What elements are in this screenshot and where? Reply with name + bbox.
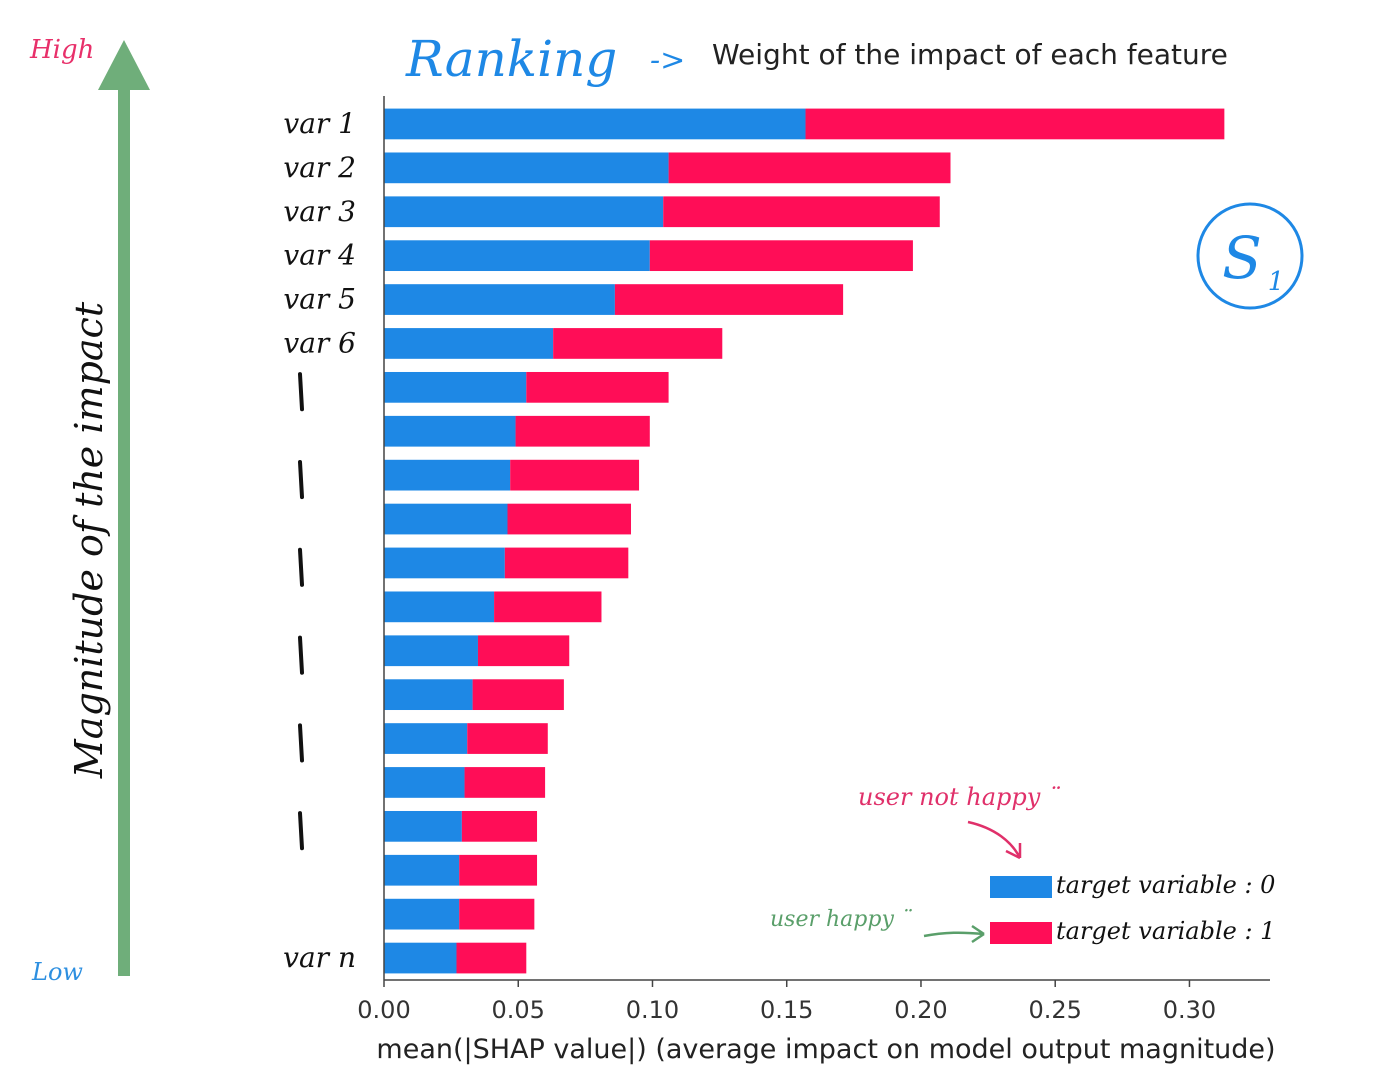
bar-target-1-row-11 — [504, 547, 629, 579]
bar-target-0-row-5 — [384, 284, 615, 315]
bar-target-1-row-15 — [467, 723, 548, 754]
bar-target-1-row-5 — [614, 284, 844, 315]
bar-target-1-row-8 — [515, 415, 650, 447]
magnitude-axis-label: Magnitude of the impact — [67, 301, 111, 779]
x-tick-label-3: 0.10 — [626, 996, 679, 1024]
bar-target-0-row-1 — [384, 108, 806, 140]
x-tick-label-6: 0.25 — [1028, 996, 1081, 1024]
bar-target-0-row-8 — [384, 415, 516, 447]
y-label-row-20: var n — [283, 941, 356, 974]
bar-target-1-row-7 — [526, 371, 669, 403]
bar-target-1-row-16 — [464, 767, 546, 798]
bar-target-1-row-19 — [459, 898, 535, 930]
bar-target-0-row-18 — [384, 854, 460, 886]
bar-target-0-row-13 — [384, 635, 478, 667]
legend-swatch-target-0 — [990, 876, 1052, 898]
x-tick-label-7: 0.30 — [1163, 996, 1216, 1024]
x-tick-label-4: 0.15 — [760, 996, 813, 1024]
bar-target-0-row-16 — [384, 767, 465, 798]
bar-target-1-row-20 — [456, 942, 527, 974]
bar-target-0-row-11 — [384, 547, 505, 579]
s1-badge: S 1 — [1196, 202, 1304, 310]
ellipsis-dash-4 — [298, 635, 304, 675]
legend-swatch-target-1 — [990, 922, 1052, 944]
y-label-row-4: var 4 — [283, 239, 356, 272]
y-label-row-6: var 6 — [283, 326, 356, 359]
bar-target-0-row-4 — [384, 240, 650, 272]
bar-target-0-row-6 — [384, 328, 554, 359]
bar-target-0-row-2 — [384, 152, 669, 184]
axes-group: 0.00 0.05 0.10 0.15 0.20 0.25 0.30 — [357, 96, 1270, 1024]
bar-target-0-row-10 — [384, 503, 508, 535]
ranking-description: Weight of the impact of each feature — [712, 38, 1228, 71]
bar-target-1-row-17 — [461, 810, 538, 842]
bar-target-1-row-1 — [805, 108, 1225, 140]
bar-target-0-row-19 — [384, 898, 460, 930]
bar-target-0-row-12 — [384, 591, 495, 623]
happy-arrow-icon — [923, 924, 985, 944]
bar-target-1-row-18 — [459, 854, 538, 886]
x-tick-label-5: 0.20 — [894, 996, 947, 1024]
bar-target-1-row-9 — [510, 459, 640, 491]
ranking-arrow: -> — [650, 43, 685, 78]
user-happy-note: user happy ¨ — [770, 907, 913, 932]
bar-target-1-row-3 — [663, 196, 940, 228]
bar-target-0-row-9 — [384, 459, 511, 491]
s1-subscript: 1 — [1268, 267, 1285, 297]
ellipsis-dash-3 — [298, 547, 304, 587]
ellipsis-dash-6 — [298, 811, 304, 851]
bars-group — [384, 108, 1225, 974]
x-tick-label-1: 0.00 — [357, 996, 410, 1024]
low-label: Low — [31, 958, 83, 986]
x-axis-label: mean(|SHAP value|) (average impact on mo… — [376, 1034, 1275, 1065]
bar-target-1-row-13 — [477, 635, 570, 667]
user-not-happy-note: user not happy ¨ — [858, 783, 1061, 811]
bar-target-0-row-7 — [384, 371, 527, 403]
bar-target-1-row-2 — [668, 152, 951, 184]
bar-target-1-row-6 — [553, 328, 723, 359]
ellipsis-dash-2 — [298, 459, 304, 500]
bar-target-1-row-12 — [494, 591, 602, 623]
high-label: High — [29, 35, 94, 65]
magnitude-arrow-icon — [98, 40, 150, 976]
y-label-row-1: var 1 — [283, 107, 356, 140]
bar-target-0-row-20 — [384, 942, 457, 974]
bar-target-1-row-10 — [507, 503, 632, 535]
bar-target-1-row-4 — [649, 240, 913, 272]
y-label-row-2: var 2 — [283, 151, 356, 184]
not-happy-arrow-icon — [967, 820, 1022, 860]
ranking-word: Ranking — [405, 30, 617, 88]
legend: target variable : 0 target variable : 1 — [990, 871, 1275, 945]
bar-target-0-row-17 — [384, 810, 462, 842]
ellipsis-dashes — [298, 372, 304, 851]
x-tick-label-2: 0.05 — [492, 996, 545, 1024]
bar-target-0-row-3 — [384, 196, 664, 228]
ellipsis-dash-5 — [298, 723, 304, 763]
s1-letter: S — [1222, 224, 1262, 292]
bar-target-1-row-14 — [472, 679, 564, 711]
y-labels-group: var 1 var 2 var 3 var 4 var 5 var 6 var n — [283, 107, 356, 974]
y-label-row-3: var 3 — [283, 195, 356, 228]
bar-target-0-row-15 — [384, 723, 468, 754]
y-label-row-5: var 5 — [283, 283, 356, 316]
bar-target-0-row-14 — [384, 679, 473, 711]
ellipsis-dash-1 — [298, 372, 304, 412]
legend-label-target-1: target variable : 1 — [1056, 917, 1275, 945]
legend-label-target-0: target variable : 0 — [1056, 871, 1275, 899]
